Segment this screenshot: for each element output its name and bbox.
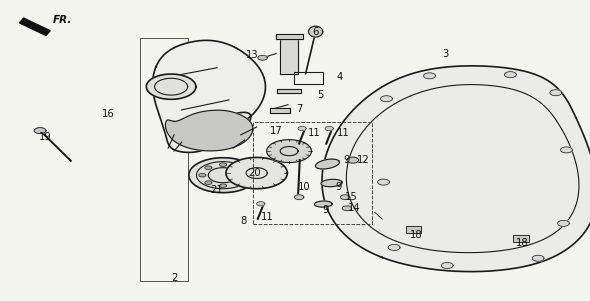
Bar bbox=[253, 122, 372, 224]
Polygon shape bbox=[298, 126, 306, 131]
Polygon shape bbox=[560, 147, 572, 153]
Polygon shape bbox=[322, 66, 590, 272]
Polygon shape bbox=[504, 72, 516, 78]
Circle shape bbox=[234, 181, 241, 185]
Polygon shape bbox=[347, 157, 359, 163]
Text: 5: 5 bbox=[317, 90, 323, 100]
Circle shape bbox=[219, 163, 227, 166]
Polygon shape bbox=[165, 110, 253, 151]
Text: 21: 21 bbox=[211, 185, 224, 195]
Text: 4: 4 bbox=[336, 72, 342, 82]
Polygon shape bbox=[257, 202, 265, 206]
Text: 9: 9 bbox=[336, 182, 342, 192]
Text: 18: 18 bbox=[409, 230, 422, 240]
Polygon shape bbox=[280, 39, 298, 74]
Polygon shape bbox=[325, 126, 333, 131]
Text: 3: 3 bbox=[442, 49, 448, 59]
Circle shape bbox=[234, 166, 241, 169]
Text: 11: 11 bbox=[337, 128, 350, 138]
Text: 16: 16 bbox=[101, 109, 114, 119]
Polygon shape bbox=[277, 89, 301, 93]
Text: 17: 17 bbox=[270, 126, 283, 136]
Text: 11: 11 bbox=[261, 212, 274, 222]
Polygon shape bbox=[267, 140, 312, 163]
Text: 6: 6 bbox=[313, 26, 319, 37]
Text: 9: 9 bbox=[343, 155, 349, 165]
Polygon shape bbox=[513, 235, 529, 242]
Circle shape bbox=[219, 184, 227, 188]
Text: 20: 20 bbox=[248, 168, 261, 178]
Text: 7: 7 bbox=[297, 104, 303, 114]
Text: 12: 12 bbox=[357, 155, 370, 165]
Polygon shape bbox=[558, 220, 569, 226]
Circle shape bbox=[205, 166, 212, 169]
Polygon shape bbox=[226, 157, 287, 189]
Text: 10: 10 bbox=[298, 182, 311, 192]
Polygon shape bbox=[309, 26, 323, 37]
Polygon shape bbox=[294, 195, 304, 200]
Polygon shape bbox=[532, 255, 544, 261]
Polygon shape bbox=[153, 40, 266, 152]
Circle shape bbox=[199, 173, 206, 177]
Polygon shape bbox=[406, 226, 421, 233]
Polygon shape bbox=[381, 96, 392, 102]
Polygon shape bbox=[314, 201, 332, 207]
Polygon shape bbox=[550, 90, 562, 96]
Polygon shape bbox=[441, 262, 453, 268]
Text: 8: 8 bbox=[241, 216, 247, 226]
Text: 9: 9 bbox=[323, 205, 329, 215]
Text: 11: 11 bbox=[307, 128, 320, 138]
Text: 13: 13 bbox=[246, 50, 259, 60]
Polygon shape bbox=[340, 195, 350, 200]
Polygon shape bbox=[316, 159, 339, 169]
Polygon shape bbox=[378, 179, 389, 185]
Text: 2: 2 bbox=[171, 273, 177, 284]
Bar bbox=[140, 38, 188, 281]
Polygon shape bbox=[342, 206, 352, 211]
Polygon shape bbox=[258, 55, 267, 60]
Polygon shape bbox=[34, 128, 46, 134]
Polygon shape bbox=[270, 108, 290, 113]
Circle shape bbox=[205, 181, 212, 185]
Text: 14: 14 bbox=[348, 203, 360, 213]
Polygon shape bbox=[189, 158, 257, 193]
Text: 19: 19 bbox=[38, 132, 51, 142]
Polygon shape bbox=[321, 179, 342, 187]
Polygon shape bbox=[388, 244, 400, 250]
Text: 15: 15 bbox=[345, 192, 358, 202]
Polygon shape bbox=[276, 34, 303, 39]
Text: FR.: FR. bbox=[53, 15, 73, 26]
Polygon shape bbox=[146, 74, 196, 99]
Circle shape bbox=[240, 173, 247, 177]
Text: 18: 18 bbox=[516, 238, 529, 248]
Polygon shape bbox=[19, 18, 50, 36]
Polygon shape bbox=[424, 73, 435, 79]
